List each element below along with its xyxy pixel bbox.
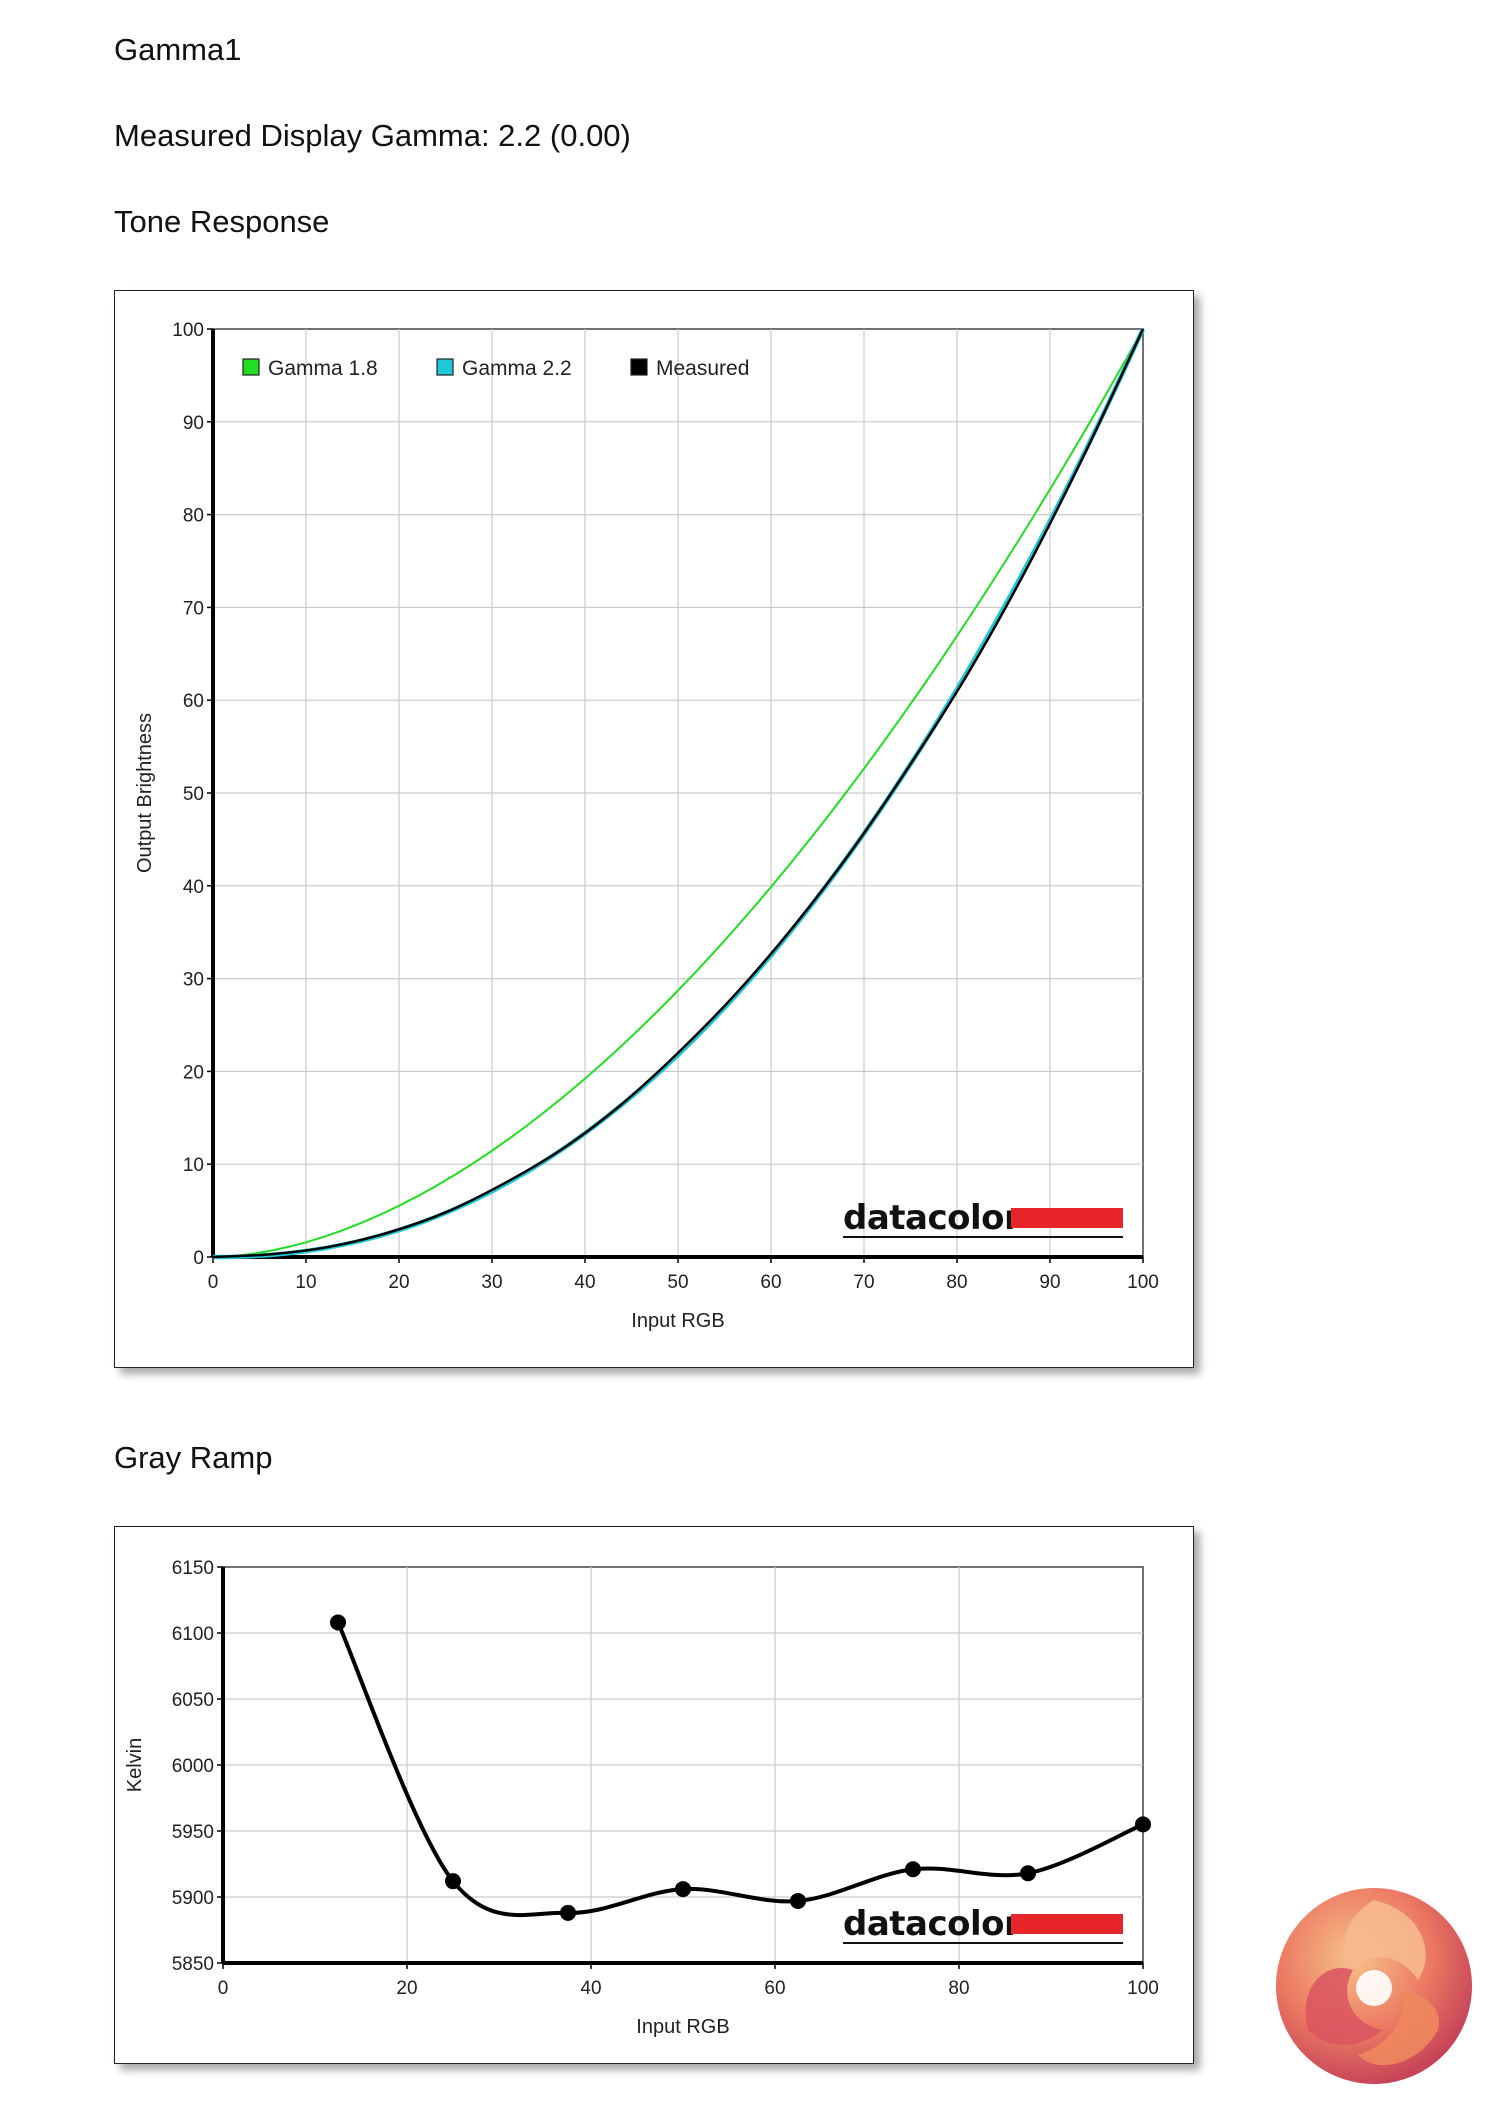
data-point xyxy=(330,1614,346,1631)
measured-gamma-text: Measured Display Gamma: 2.2 (0.00) xyxy=(114,118,631,153)
x-tick-label: 0 xyxy=(218,1978,229,1999)
x-tick-label: 80 xyxy=(948,1978,969,1999)
legend-label: Measured xyxy=(656,357,749,380)
legend-label: Gamma 1.8 xyxy=(268,357,378,380)
data-point xyxy=(560,1904,576,1921)
legend-swatch xyxy=(436,358,454,376)
brand-logo-text: datacolor xyxy=(843,1198,1021,1238)
series-line-kelvin xyxy=(336,1621,1144,1918)
x-tick-label: 0 xyxy=(208,1272,219,1293)
y-tick-label: 6150 xyxy=(172,1558,214,1579)
y-tick-label: 80 xyxy=(183,506,204,527)
y-tick-label: 5850 xyxy=(172,1954,214,1975)
x-tick-label: 90 xyxy=(1039,1272,1060,1293)
legend-swatch xyxy=(242,358,260,376)
data-point xyxy=(905,1861,921,1878)
y-tick-label: 6100 xyxy=(172,1624,214,1645)
y-tick-label: 6000 xyxy=(172,1756,214,1777)
x-tick-label: 20 xyxy=(388,1272,409,1293)
gray-ramp-heading: Gray Ramp xyxy=(114,1440,273,1475)
data-point xyxy=(1135,1816,1151,1833)
data-point xyxy=(790,1892,806,1909)
y-tick-label: 5900 xyxy=(172,1888,214,1909)
data-point xyxy=(445,1873,461,1890)
x-tick-label: 60 xyxy=(764,1978,785,1999)
tone-response-heading: Tone Response xyxy=(114,204,330,239)
y-tick-label: 10 xyxy=(183,1155,204,1176)
x-tick-label: 60 xyxy=(760,1272,781,1293)
y-tick-label: 100 xyxy=(172,320,204,341)
x-axis-label: Input RGB xyxy=(631,1310,724,1332)
x-tick-label: 70 xyxy=(853,1272,874,1293)
y-tick-label: 5950 xyxy=(172,1822,214,1843)
y-tick-label: 90 xyxy=(183,413,204,434)
y-axis-label: Output Brightness xyxy=(134,713,156,873)
data-point xyxy=(675,1881,691,1898)
site-logo xyxy=(1276,1888,1472,2084)
x-tick-label: 40 xyxy=(574,1272,595,1293)
gray-ramp-chart: 0 20 40 60 80 100 5850 5900 5950 6000 6050 6100 6150… xyxy=(124,1558,1159,2038)
y-tick-label: 50 xyxy=(183,784,204,805)
series-line-gamma-1-8 xyxy=(212,328,1144,1258)
x-tick-label: 40 xyxy=(580,1978,601,1999)
brand-logo-bar xyxy=(1011,1208,1123,1228)
y-tick-label: 30 xyxy=(183,970,204,991)
legend-swatch xyxy=(630,358,648,376)
series-line-measured xyxy=(212,328,1145,1259)
tone-response-chart: 0 10 20 30 40 50 60 70 80 90 100 0 10 20 30 40 50 60 70 80 9… xyxy=(134,320,1159,1332)
x-tick-label: 100 xyxy=(1127,1978,1159,1999)
data-point xyxy=(1020,1865,1036,1882)
gray-ramp-chart-panel: 0 20 40 60 80 100 5850 5900 5950 6000 6050 6100 6150… xyxy=(114,1526,1194,2064)
x-tick-label: 30 xyxy=(481,1272,502,1293)
x-tick-label: 20 xyxy=(396,1978,417,1999)
brand-logo-text: datacolor xyxy=(843,1904,1021,1944)
brand-logo-bar xyxy=(1011,1914,1123,1934)
y-tick-label: 40 xyxy=(183,877,204,898)
y-tick-label: 6050 xyxy=(172,1690,214,1711)
x-tick-label: 100 xyxy=(1127,1272,1159,1293)
y-tick-label: 0 xyxy=(193,1248,204,1269)
y-tick-label: 60 xyxy=(183,691,204,712)
x-tick-label: 50 xyxy=(667,1272,688,1293)
tone-response-chart-panel: 0 10 20 30 40 50 60 70 80 90 100 0 10 20 30 40 50 60 70 80 9… xyxy=(114,290,1194,1368)
y-tick-label: 70 xyxy=(183,598,204,619)
y-tick-label: 20 xyxy=(183,1062,204,1083)
x-tick-label: 10 xyxy=(295,1272,316,1293)
legend-label: Gamma 2.2 xyxy=(462,357,572,380)
y-axis-label: Kelvin xyxy=(124,1738,146,1792)
x-axis-label: Input RGB xyxy=(636,2016,729,2038)
x-tick-label: 80 xyxy=(946,1272,967,1293)
page-title: Gamma1 xyxy=(114,32,242,67)
